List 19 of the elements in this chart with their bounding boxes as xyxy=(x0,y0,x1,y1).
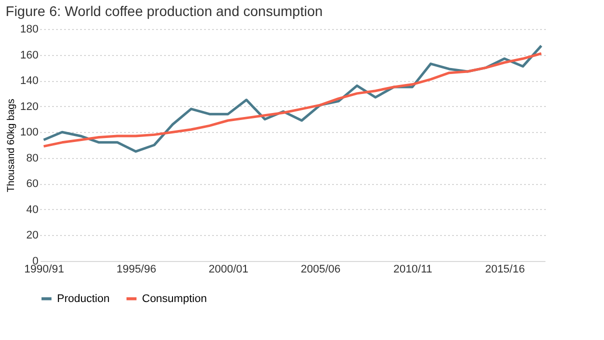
y-tick-label: 100 xyxy=(20,126,38,139)
y-axis-title: Thousand 60kg bags xyxy=(6,98,18,192)
y-tick-label: 160 xyxy=(20,49,38,62)
legend-label: Consumption xyxy=(142,292,207,305)
chart-title: Figure 6: World coffee production and consumption xyxy=(6,3,323,19)
y-tick-label: 60 xyxy=(26,178,38,190)
y-tick-label: 40 xyxy=(26,204,38,216)
x-tick-label: 1995/96 xyxy=(116,264,156,276)
y-tick-label: 120 xyxy=(20,100,38,113)
x-tick-label: 2005/06 xyxy=(300,264,341,276)
y-tick-label: 140 xyxy=(20,75,38,88)
y-tick-label: 20 xyxy=(26,230,38,242)
x-tick-label: 2000/01 xyxy=(208,264,248,276)
x-tick-label: 2010/11 xyxy=(393,264,432,276)
x-tick-label: 2015/16 xyxy=(485,264,525,276)
y-tick-label: 80 xyxy=(26,152,38,164)
legend-label: Production xyxy=(57,292,110,305)
y-tick-label: 180 xyxy=(20,24,38,36)
x-tick-label: 1990/91 xyxy=(24,264,64,276)
